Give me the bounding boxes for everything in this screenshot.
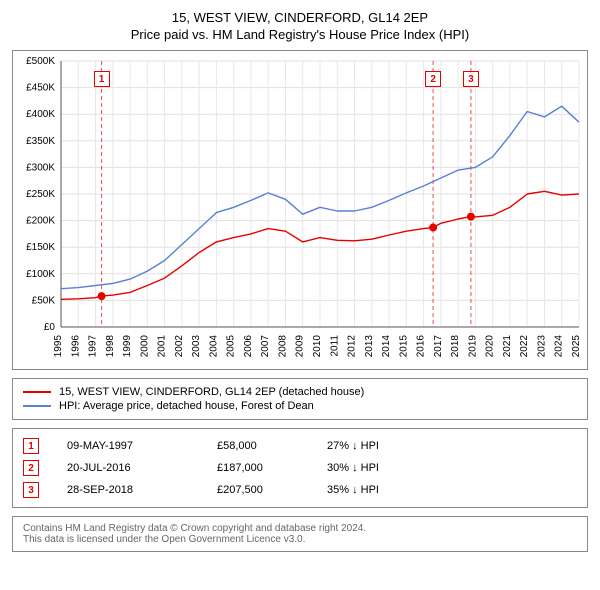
legend-item: 15, WEST VIEW, CINDERFORD, GL14 2EP (det… bbox=[23, 385, 577, 399]
legend-label: HPI: Average price, detached house, Fore… bbox=[59, 400, 314, 412]
sale-date: 09-MAY-1997 bbox=[67, 440, 217, 452]
svg-text:£300K: £300K bbox=[26, 162, 55, 173]
svg-text:2019: 2019 bbox=[467, 335, 478, 358]
svg-text:2007: 2007 bbox=[260, 335, 271, 358]
svg-text:2009: 2009 bbox=[295, 335, 306, 358]
svg-text:1996: 1996 bbox=[70, 335, 81, 358]
svg-text:2005: 2005 bbox=[226, 335, 237, 358]
svg-text:£0: £0 bbox=[44, 322, 56, 333]
svg-text:2025: 2025 bbox=[571, 335, 582, 358]
footer-line-1: Contains HM Land Registry data © Crown c… bbox=[23, 523, 577, 534]
title-line-2: Price paid vs. HM Land Registry's House … bbox=[12, 27, 588, 42]
svg-text:1995: 1995 bbox=[53, 335, 64, 358]
sale-price: £207,500 bbox=[217, 484, 327, 496]
sale-pct-vs-hpi: 27% ↓ HPI bbox=[327, 440, 379, 452]
sale-date: 20-JUL-2016 bbox=[67, 462, 217, 474]
sale-marker-number: 3 bbox=[23, 482, 39, 498]
chart-marker: 2 bbox=[425, 71, 441, 87]
sale-pct-vs-hpi: 35% ↓ HPI bbox=[327, 484, 379, 496]
svg-text:1997: 1997 bbox=[88, 335, 99, 358]
sales-table: 1 09-MAY-1997£58,00027% ↓ HPI 2 20-JUL-2016… bbox=[12, 428, 588, 508]
chart-svg: £0 £50K £100K £150K £200K £250K £300K £350K £400… bbox=[13, 51, 589, 371]
svg-text:2020: 2020 bbox=[485, 335, 496, 358]
svg-text:2001: 2001 bbox=[157, 335, 168, 358]
footer: Contains HM Land Registry data © Crown c… bbox=[12, 516, 588, 552]
svg-text:2004: 2004 bbox=[208, 335, 219, 358]
sale-row: 1 09-MAY-1997£58,00027% ↓ HPI bbox=[23, 435, 577, 457]
sale-row: 3 28-SEP-2018£207,50035% ↓ HPI bbox=[23, 479, 577, 501]
svg-text:£400K: £400K bbox=[26, 109, 55, 120]
title-line-1: 15, WEST VIEW, CINDERFORD, GL14 2EP bbox=[12, 10, 588, 25]
svg-text:2010: 2010 bbox=[312, 335, 323, 358]
sale-marker-number: 2 bbox=[23, 460, 39, 476]
legend-item: HPI: Average price, detached house, Fore… bbox=[23, 399, 577, 413]
svg-text:£350K: £350K bbox=[26, 136, 55, 147]
svg-text:£100K: £100K bbox=[26, 269, 55, 280]
sale-pct-vs-hpi: 30% ↓ HPI bbox=[327, 462, 379, 474]
svg-text:£500K: £500K bbox=[26, 56, 55, 67]
svg-text:2018: 2018 bbox=[450, 335, 461, 358]
svg-text:2021: 2021 bbox=[502, 335, 513, 358]
legend-label: 15, WEST VIEW, CINDERFORD, GL14 2EP (det… bbox=[59, 386, 364, 398]
legend-swatch bbox=[23, 391, 51, 393]
svg-text:2015: 2015 bbox=[398, 335, 409, 358]
svg-text:£250K: £250K bbox=[26, 189, 55, 200]
svg-text:2023: 2023 bbox=[536, 335, 547, 358]
svg-text:£150K: £150K bbox=[26, 242, 55, 253]
svg-text:£450K: £450K bbox=[26, 83, 55, 94]
root: 15, WEST VIEW, CINDERFORD, GL14 2EP Pric… bbox=[0, 0, 600, 560]
svg-text:2002: 2002 bbox=[174, 335, 185, 358]
svg-text:2024: 2024 bbox=[554, 335, 565, 358]
sale-price: £58,000 bbox=[217, 440, 327, 452]
svg-text:2012: 2012 bbox=[347, 335, 358, 358]
sale-marker-number: 1 bbox=[23, 438, 39, 454]
svg-text:1998: 1998 bbox=[105, 335, 116, 358]
svg-text:2000: 2000 bbox=[139, 335, 150, 358]
chart-marker: 1 bbox=[94, 71, 110, 87]
sale-row: 2 20-JUL-2016£187,00030% ↓ HPI bbox=[23, 457, 577, 479]
svg-text:2022: 2022 bbox=[519, 335, 530, 358]
svg-text:£50K: £50K bbox=[32, 295, 56, 306]
svg-text:2011: 2011 bbox=[329, 335, 340, 357]
svg-text:2003: 2003 bbox=[191, 335, 202, 358]
svg-text:1999: 1999 bbox=[122, 335, 133, 358]
footer-line-2: This data is licensed under the Open Gov… bbox=[23, 534, 577, 545]
svg-text:£200K: £200K bbox=[26, 216, 55, 227]
svg-text:2006: 2006 bbox=[243, 335, 254, 358]
chart: £0 £50K £100K £150K £200K £250K £300K £350K £400… bbox=[12, 50, 588, 370]
legend-swatch bbox=[23, 405, 51, 407]
svg-text:2008: 2008 bbox=[277, 335, 288, 358]
chart-marker: 3 bbox=[463, 71, 479, 87]
sale-price: £187,000 bbox=[217, 462, 327, 474]
svg-text:2014: 2014 bbox=[381, 335, 392, 358]
svg-text:2013: 2013 bbox=[364, 335, 375, 358]
svg-text:2017: 2017 bbox=[433, 335, 444, 358]
sale-date: 28-SEP-2018 bbox=[67, 484, 217, 496]
legend: 15, WEST VIEW, CINDERFORD, GL14 2EP (det… bbox=[12, 378, 588, 420]
svg-text:2016: 2016 bbox=[416, 335, 427, 358]
